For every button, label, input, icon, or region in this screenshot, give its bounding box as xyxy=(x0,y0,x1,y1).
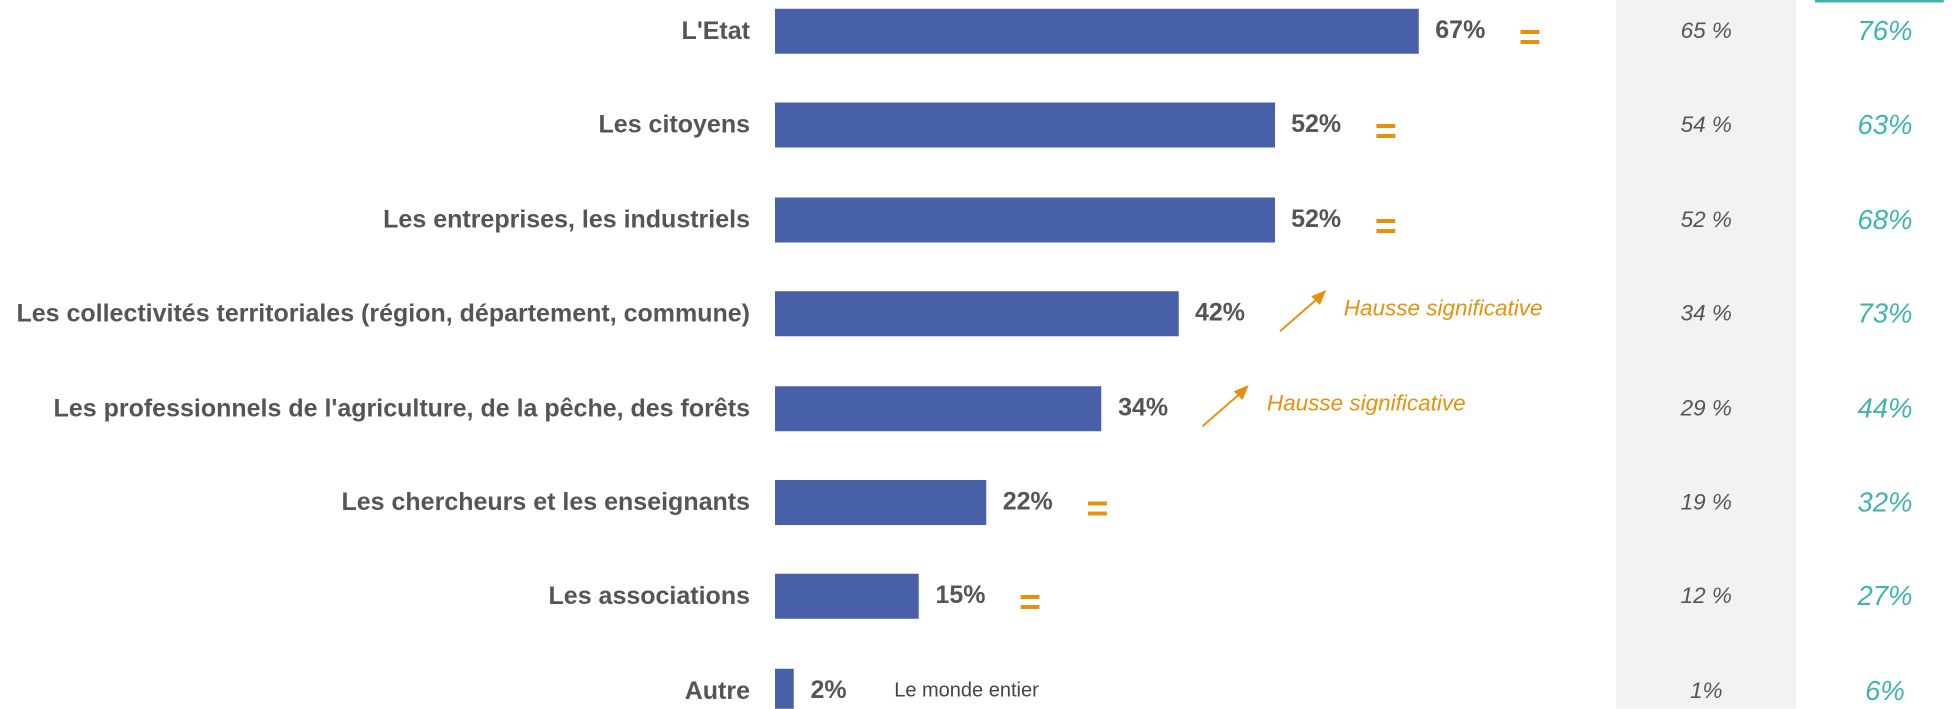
bar xyxy=(775,197,1275,243)
column-value: 54 % xyxy=(1680,112,1732,138)
column-value: 68% xyxy=(1857,203,1913,235)
trend-symbol: = xyxy=(1086,488,1109,530)
trend-label: Hausse significative xyxy=(1343,295,1543,321)
column-value: 19 % xyxy=(1680,489,1732,515)
trend-arrow xyxy=(1279,290,1327,333)
bar xyxy=(775,102,1275,148)
category-label: Les associations xyxy=(548,582,750,611)
column-background xyxy=(1616,0,1797,709)
trend-symbol: = xyxy=(1019,582,1042,624)
bar xyxy=(775,480,987,525)
annotation: Le monde entier xyxy=(894,679,1039,701)
bar xyxy=(775,574,920,620)
category-label: Les entreprises, les industriels xyxy=(383,205,750,234)
category-label: Autre xyxy=(684,677,750,705)
column-value: 29 % xyxy=(1680,395,1732,421)
category-label: Les chercheurs et les enseignants xyxy=(341,488,750,517)
value-label: 42% xyxy=(1194,299,1245,328)
trend-symbol: = xyxy=(1519,17,1541,59)
column-value: 52 % xyxy=(1680,206,1732,232)
trend-symbol: = xyxy=(1374,205,1397,247)
trend-arrow xyxy=(1202,384,1250,427)
value-label: 34% xyxy=(1118,393,1169,422)
column-value: 44% xyxy=(1857,391,1913,424)
trend-label: Hausse significative xyxy=(1266,390,1466,416)
column-value: 63% xyxy=(1857,109,1913,141)
value-label: 52% xyxy=(1291,205,1342,233)
column-value: 6% xyxy=(1865,674,1905,706)
column-header-line xyxy=(1815,0,1944,3)
bar xyxy=(775,668,795,709)
value-label: 2% xyxy=(810,676,847,705)
value-label: 52% xyxy=(1291,111,1342,139)
column-value: 73% xyxy=(1857,297,1913,329)
category-label: Les professionnels de l'agriculture, de … xyxy=(53,394,750,422)
value-label: 15% xyxy=(935,582,986,610)
value-label: 67% xyxy=(1435,16,1486,45)
column-value: 34 % xyxy=(1680,300,1732,326)
column-value: 1% xyxy=(1689,677,1723,703)
category-label: Les collectivités territoriales (région,… xyxy=(16,300,750,328)
column-value: 76% xyxy=(1857,15,1913,47)
column-value: 12 % xyxy=(1680,583,1732,609)
category-label: L'Etat xyxy=(681,17,750,46)
column-value: 27% xyxy=(1857,580,1913,612)
bar xyxy=(775,385,1102,431)
bar xyxy=(775,291,1179,337)
column-value: 65 % xyxy=(1680,18,1732,44)
bar xyxy=(775,8,1420,54)
column-value: 32% xyxy=(1857,486,1913,518)
category-label: Les citoyens xyxy=(598,111,750,140)
value-label: 22% xyxy=(1002,488,1053,516)
trend-symbol: = xyxy=(1374,111,1397,153)
